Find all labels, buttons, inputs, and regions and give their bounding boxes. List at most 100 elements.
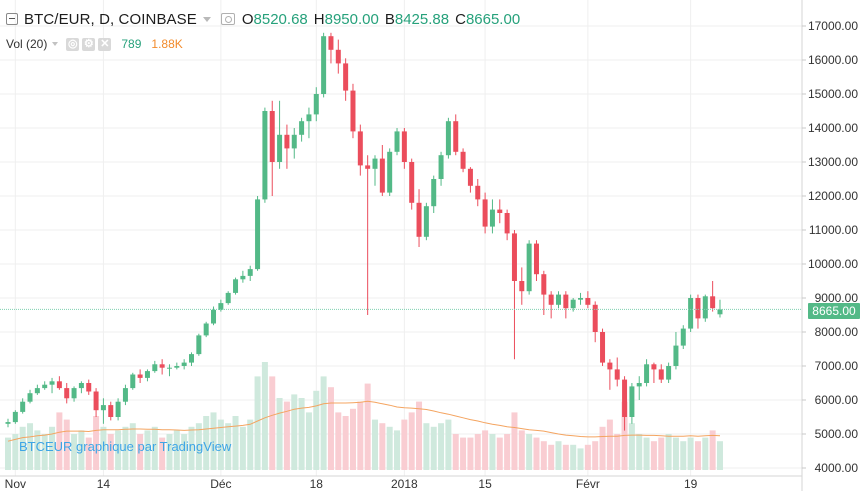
volume-bar (570, 444, 577, 470)
candle-body (262, 111, 268, 200)
candle-body (20, 401, 26, 412)
volume-bar (247, 419, 254, 470)
candles (5, 32, 723, 431)
candle-body (225, 292, 231, 304)
candle-body (255, 199, 261, 270)
candle-body (467, 168, 473, 186)
volume-bar (100, 426, 107, 470)
last-price-tag: 8665.00 (808, 303, 860, 319)
y-tick-label: 16000.00 (808, 53, 858, 67)
candle-body (710, 296, 716, 309)
candle-body (592, 304, 598, 332)
volume-ma-value: 1.88K (151, 37, 183, 51)
candle-body (695, 298, 701, 319)
volume-bar (665, 434, 672, 470)
volume-settings-icon[interactable]: ⚙ (82, 37, 96, 51)
volume-bar (239, 426, 246, 470)
volume-bar (173, 430, 180, 470)
volume-close-icon[interactable]: ✕ (98, 37, 112, 51)
volume-bar (614, 434, 621, 470)
volume-eye-icon[interactable]: ◎ (66, 37, 80, 51)
candle-body (152, 364, 158, 372)
volume-bar (423, 423, 430, 470)
volume-bar (460, 437, 467, 470)
volume-bar (129, 423, 136, 470)
close-value: 8665.00 (465, 10, 521, 28)
collapse-legend-icon[interactable] (6, 13, 18, 25)
volume-bar (474, 434, 481, 470)
volume-bar (298, 398, 305, 470)
symbol-legend: BTC/EUR, D, COINBASE O 8520.68 H 8950.00… (6, 8, 526, 30)
candle-body (526, 243, 532, 292)
eye-icon[interactable] (220, 13, 235, 25)
candle-body (629, 386, 635, 417)
low-label: B (384, 10, 395, 28)
candle-body (548, 294, 554, 305)
symbol-title[interactable]: BTC/EUR, D, COINBASE (24, 10, 197, 28)
candle-body (702, 296, 708, 319)
volume-bar (372, 419, 378, 470)
volume-bar (34, 430, 41, 470)
volume-bar (166, 434, 173, 470)
candle-body (475, 185, 481, 200)
volume-bar (71, 434, 78, 470)
candle-body (12, 411, 18, 423)
candle-body (431, 179, 437, 207)
tradingview-watermark[interactable]: BTCEUR graphique par TradingView (19, 439, 232, 454)
volume-bar (401, 419, 408, 470)
volume-bar (364, 383, 371, 470)
volume-bar (467, 437, 474, 470)
candle-body (189, 354, 194, 363)
candle-body (284, 134, 290, 149)
candle-body (563, 294, 569, 309)
candle-body (196, 335, 202, 355)
candle-body (489, 209, 495, 227)
volume-bar (27, 423, 34, 470)
candle-body (42, 384, 48, 389)
candle-body (387, 151, 393, 193)
volume-bar (107, 434, 114, 470)
candle-body (144, 371, 150, 378)
volume-bar (518, 430, 525, 470)
volume-bar (276, 398, 283, 470)
candle-body (211, 309, 217, 324)
candle-body (174, 366, 180, 368)
volume-bar (181, 434, 188, 470)
candle-body (416, 202, 422, 237)
candle-body (504, 213, 510, 234)
volume-bar (320, 376, 327, 470)
volume-bar (438, 423, 445, 470)
volume-label[interactable]: Vol (20) (6, 37, 48, 51)
open-label: O (241, 10, 254, 28)
candle-body (570, 299, 576, 309)
candle-body (122, 388, 128, 402)
volume-bar (584, 444, 591, 470)
volume-bar (408, 412, 415, 470)
y-tick-label: 12000.00 (808, 189, 858, 203)
volume-bar (335, 412, 342, 470)
candle-body (453, 121, 459, 152)
volume-bar (658, 437, 665, 470)
x-tick-label: 18 (310, 477, 324, 491)
volume-bar (555, 441, 562, 470)
y-tick-label: 5000.00 (815, 427, 859, 441)
candle-body (409, 162, 415, 203)
candle-body (423, 206, 429, 237)
candle-body (49, 381, 55, 385)
y-tick-label: 6000.00 (815, 393, 859, 407)
volume-bar (379, 423, 386, 470)
volume-chevron-icon[interactable] (52, 42, 59, 46)
high-label: H (313, 10, 325, 28)
y-tick-label: 4000.00 (815, 461, 859, 475)
volume-legend: Vol (20) ◎ ⚙ ✕ 789 1.88K (6, 36, 183, 52)
candle-body (651, 364, 657, 370)
volume-ma-line (7, 400, 721, 442)
volume-bars (5, 362, 723, 470)
volume-bar (349, 408, 356, 470)
y-tick-label: 10000.00 (808, 257, 858, 271)
volume-bar (504, 434, 511, 470)
chevron-down-icon[interactable] (202, 16, 211, 22)
volume-bar (41, 434, 48, 470)
volume-bar (628, 423, 635, 470)
